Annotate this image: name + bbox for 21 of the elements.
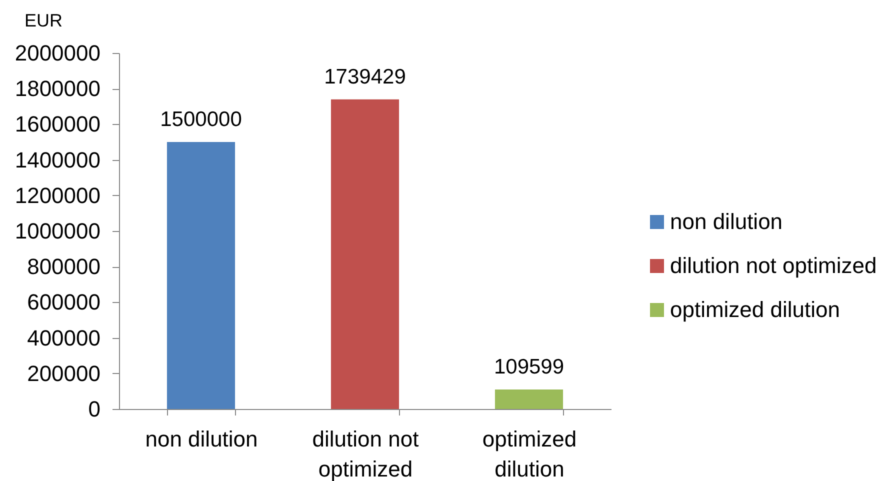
y-tick-label: 1200000 [14,182,100,208]
legend-label: non dilution [670,209,783,234]
data-label: 1500000 [160,108,242,131]
x-tick-label: non dilution [145,426,258,452]
data-label: 109599 [494,355,564,378]
y-tick-label: 1800000 [14,76,100,102]
legend-label: dilution not optimized [670,253,877,278]
y-tick-label: 600000 [27,290,100,315]
y-tick-label: 800000 [27,254,100,280]
legend-label: optimized dilution [670,297,840,322]
y-tick-label: 200000 [27,360,100,386]
y-tick-label: 1000000 [14,218,100,244]
x-tick-label: optimized dilution [482,426,577,481]
x-tick-label: dilution not optimized [312,426,419,481]
y-tick-label: 0 [88,396,100,422]
y-tick-label: 1600000 [14,112,100,137]
y-axis-title: EUR [24,10,63,30]
data-label: 1739429 [324,65,406,88]
y-tick-label: 1400000 [14,147,100,172]
y-tick-label: 400000 [27,325,100,350]
y-tick-label: 2000000 [14,40,100,66]
